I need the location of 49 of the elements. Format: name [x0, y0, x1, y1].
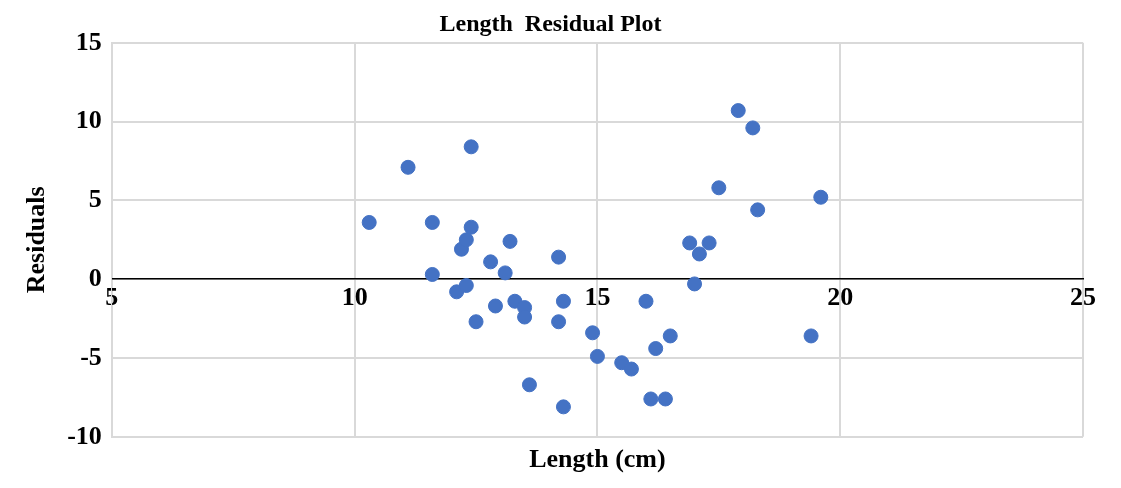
- y-tick-label: 10: [75, 105, 102, 135]
- point: [657, 391, 673, 407]
- point: [643, 391, 659, 407]
- point: [400, 159, 416, 175]
- y-tick-label: -5: [80, 341, 102, 371]
- y-tick-label: 5: [88, 184, 102, 214]
- y-axis-title: Residuals: [21, 186, 51, 294]
- point: [424, 214, 440, 230]
- point: [691, 246, 707, 262]
- point: [463, 219, 479, 235]
- point: [468, 314, 484, 330]
- point: [551, 249, 567, 265]
- point: [458, 278, 474, 293]
- point: [750, 202, 766, 218]
- point: [502, 233, 518, 249]
- point: [458, 232, 474, 248]
- point: [551, 314, 567, 330]
- point: [483, 254, 499, 270]
- point: [589, 348, 605, 364]
- point: [585, 325, 601, 341]
- point: [487, 298, 503, 314]
- point: [682, 235, 698, 251]
- x-tick-label: 25: [1070, 281, 1096, 311]
- x-tick-label: 10: [341, 281, 368, 311]
- point: [687, 276, 703, 292]
- point: [730, 103, 746, 119]
- point: [638, 293, 654, 309]
- point: [555, 399, 571, 415]
- point: [497, 265, 513, 281]
- point: [521, 377, 537, 393]
- point: [745, 120, 761, 136]
- point: [701, 235, 717, 251]
- x-tick-label: 15: [584, 281, 611, 311]
- x-tick-label: 20: [827, 281, 854, 311]
- point: [711, 180, 727, 196]
- chart-title: Length Residual Plot: [439, 9, 662, 36]
- point: [463, 139, 479, 155]
- point: [648, 341, 664, 357]
- point: [555, 293, 571, 309]
- y-tick-label: 0: [88, 262, 102, 292]
- point: [623, 361, 639, 377]
- y-tick-label: 15: [75, 26, 102, 56]
- y-tick-label: -10: [67, 420, 102, 450]
- point: [803, 328, 819, 344]
- x-axis-title: Length (cm): [529, 444, 666, 474]
- point: [424, 266, 440, 282]
- point: [813, 189, 829, 205]
- point: [361, 214, 377, 230]
- point: [662, 328, 678, 344]
